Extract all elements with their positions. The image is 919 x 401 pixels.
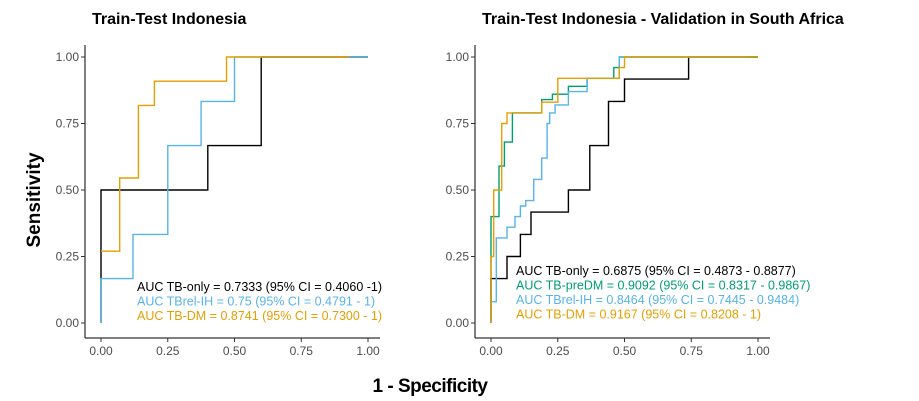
auc-annotation: AUC TB-only = 0.7333 (95% CI = 0.4060 -1… [137, 280, 382, 294]
x-tick-label: 0.50 [613, 344, 637, 358]
roc-curve-series-2 [490, 56, 748, 323]
y-tick-label: 0.25 [446, 250, 470, 264]
x-tick-label: 0.00 [89, 344, 113, 358]
roc-curve-series-0 [100, 56, 368, 323]
y-tick-label: 0.75 [446, 117, 470, 131]
panel-title: Train-Test Indonesia - Validation in Sou… [482, 11, 844, 28]
auc-annotation: AUC TB-preDM = 0.9092 (95% CI = 0.8317 -… [516, 279, 810, 293]
x-tick-label: 0.25 [156, 344, 180, 358]
x-axis-title: 1 - Specificity [373, 376, 489, 397]
y-tick-label: 1.00 [446, 50, 470, 64]
roc-curve-series-2 [101, 56, 350, 252]
y-axis-title: Sensitivity [24, 152, 45, 247]
y-tick-label: 0.00 [446, 316, 470, 330]
auc-annotation: AUC TBrel-IH = 0.8464 (95% CI = 0.7445 -… [516, 293, 799, 307]
auc-annotation: AUC TBrel-IH = 0.75 (95% CI = 0.4791 - 1… [137, 295, 375, 309]
y-tick-label: 1.00 [56, 50, 80, 64]
panel-title: Train-Test Indonesia [92, 11, 247, 28]
roc-curve-series-0 [490, 56, 758, 323]
x-tick-label: 0.75 [680, 344, 704, 358]
x-tick-label: 0.00 [479, 344, 503, 358]
x-tick-label: 1.00 [746, 344, 770, 358]
y-tick-label: 0.00 [56, 316, 80, 330]
y-tick-label: 0.50 [56, 183, 80, 197]
x-tick-label: 0.50 [223, 344, 247, 358]
roc-curve-series-3 [490, 56, 758, 323]
x-tick-label: 0.75 [290, 344, 314, 358]
y-tick-label: 0.75 [56, 117, 80, 131]
roc-panel-train-test: Train-Test Indonesia 0.00 0.25 0.50 0.75 1.0… [56, 11, 382, 358]
x-tick-label: 1.00 [356, 344, 380, 358]
roc-panel-validation: Train-Test Indonesia - Validation in Sou… [446, 11, 844, 358]
y-tick-label: 0.50 [446, 183, 470, 197]
auc-annotation: AUC TB-DM = 0.8741 (95% CI = 0.7300 - 1) [137, 309, 382, 323]
x-tick-label: 0.25 [546, 344, 570, 358]
y-tick-label: 0.25 [56, 250, 80, 264]
auc-annotation: AUC TB-DM = 0.9167 (95% CI = 0.8208 - 1) [516, 308, 761, 322]
auc-annotation: AUC TB-only = 0.6875 (95% CI = 0.4873 - … [516, 264, 796, 278]
roc-curve-series-1 [100, 56, 368, 323]
